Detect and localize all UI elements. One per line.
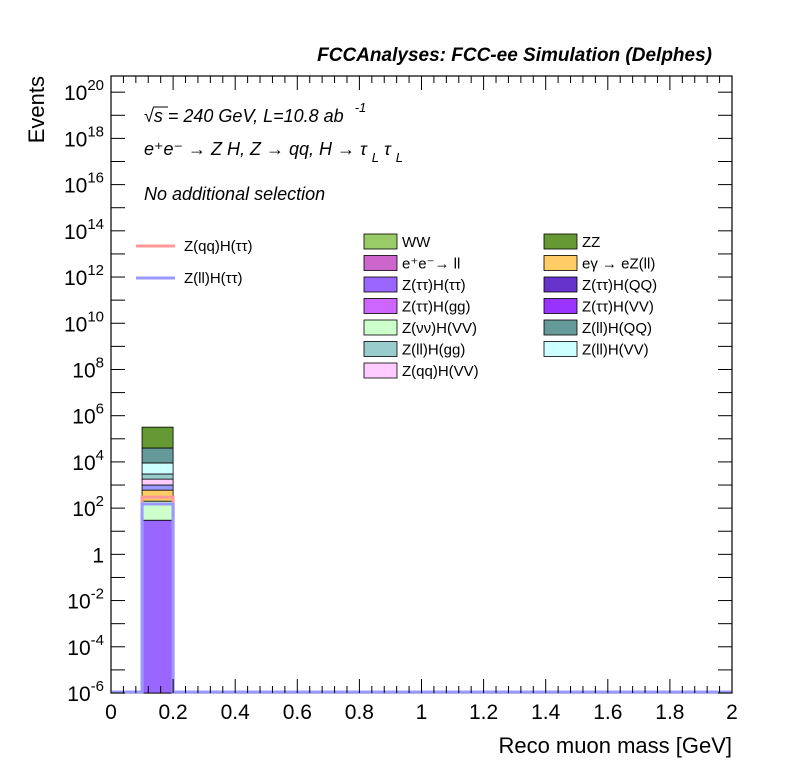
legend-swatch-7 bbox=[543, 298, 578, 314]
legend-label-10: Z(ll)H(gg) bbox=[402, 342, 465, 359]
y-tick-label-1: 10-4 bbox=[67, 632, 104, 660]
y-tick-label-9: 1012 bbox=[64, 262, 104, 290]
x-tick-label-2: 0.4 bbox=[221, 701, 251, 724]
x-axis-label: Reco muon mass [GeV] bbox=[498, 733, 732, 758]
y-tick-label-7: 108 bbox=[72, 354, 104, 382]
bar-0 bbox=[141, 519, 174, 694]
bar-6 bbox=[141, 462, 174, 475]
legend-label-1: ZZ bbox=[582, 234, 600, 251]
x-tick-label-3: 0.6 bbox=[283, 701, 312, 724]
plot-frame bbox=[110, 75, 733, 694]
legend-signal-label-1: Z(ll)H(ττ) bbox=[184, 270, 243, 287]
legend-swatch-6 bbox=[363, 298, 398, 314]
annotation-selection: No additional selection bbox=[144, 184, 325, 204]
y-tick-label-8: 1010 bbox=[64, 308, 104, 336]
legend-label-6: Z(ττ)H(gg) bbox=[402, 299, 471, 316]
legend-swatch-9 bbox=[543, 319, 578, 336]
tau-subscript-1: L bbox=[372, 150, 379, 165]
legend-label-4: Z(ττ)H(ττ) bbox=[402, 277, 466, 294]
axis-ticks bbox=[110, 76, 733, 694]
bar-7 bbox=[141, 447, 174, 464]
legend-signals: Z(qq)H(ττ) Z(ll)H(ττ) bbox=[136, 238, 253, 287]
y-tick-label-0: 10-6 bbox=[67, 678, 104, 706]
legend-swatch-0 bbox=[363, 233, 398, 250]
legend-label-5: Z(ττ)H(QQ) bbox=[582, 277, 657, 294]
bar-4 bbox=[141, 478, 174, 486]
bar-3 bbox=[141, 484, 174, 491]
legend-label-0: WW bbox=[402, 234, 431, 251]
bar-5 bbox=[141, 473, 174, 480]
legend-signal-label-0: Z(qq)H(ττ) bbox=[184, 238, 253, 255]
y-tick-label-12: 1018 bbox=[64, 123, 104, 151]
legend-label-12: Z(qq)H(VV) bbox=[402, 363, 479, 380]
annotation-energy-lumi: √s = 240 GeV, L=10.8 ab -1 bbox=[144, 100, 366, 126]
lumi-exponent: -1 bbox=[355, 100, 367, 115]
tau-subscript-2: L bbox=[396, 150, 403, 165]
x-tick-label-10: 2 bbox=[726, 701, 738, 724]
y-axis-label: Events bbox=[24, 76, 49, 143]
x-tick-label-6: 1.2 bbox=[469, 701, 498, 724]
y-tick-label-10: 1014 bbox=[64, 216, 104, 244]
signal-line-0 bbox=[111, 495, 732, 694]
y-tick-label-5: 104 bbox=[72, 447, 104, 475]
legend-swatch-3 bbox=[543, 255, 578, 271]
x-tick-label-9: 1.8 bbox=[655, 701, 684, 724]
legend-swatch-11 bbox=[543, 341, 578, 357]
x-tick-label-8: 1.6 bbox=[593, 701, 622, 724]
legend-swatch-8 bbox=[363, 319, 398, 336]
legend-swatch-12 bbox=[363, 362, 398, 379]
legend-swatch-5 bbox=[543, 276, 578, 293]
histogram-stack bbox=[141, 426, 174, 694]
legend-swatch-4 bbox=[363, 276, 398, 293]
y-tick-label-11: 1016 bbox=[64, 170, 104, 198]
x-tick-label-5: 1 bbox=[416, 701, 428, 724]
y-tick-label-2: 10-2 bbox=[67, 586, 104, 614]
legend-label-8: Z(νν)H(VV) bbox=[402, 320, 477, 337]
y-tick-label-6: 106 bbox=[72, 401, 104, 429]
signal-line-1 bbox=[111, 502, 732, 694]
legend-swatch-10 bbox=[363, 341, 398, 357]
legend-label-9: Z(ll)H(QQ) bbox=[582, 320, 652, 337]
sqrt-s-text: √s = 240 GeV, L=10.8 ab bbox=[144, 106, 344, 126]
x-tick-label-4: 0.8 bbox=[345, 701, 374, 724]
bar-8 bbox=[141, 426, 174, 449]
annotation-process: e⁺e⁻ → Z H, Z → qq, H → τ L τ L bbox=[144, 139, 403, 166]
legend-label-2: e⁺e⁻→ ll bbox=[402, 256, 460, 273]
legend-label-11: Z(ll)H(VV) bbox=[582, 342, 649, 359]
tau-2: τ bbox=[384, 139, 392, 159]
legend-swatch-2 bbox=[363, 255, 398, 271]
legend-swatch-1 bbox=[543, 233, 578, 250]
process-text: e⁺e⁻ → Z H, Z → qq, H → τ bbox=[144, 139, 368, 159]
legend-label-7: Z(ττ)H(VV) bbox=[582, 299, 654, 316]
x-tick-label-1: 0.2 bbox=[158, 701, 187, 724]
x-tick-label-7: 1.4 bbox=[531, 701, 561, 724]
y-tick-label-4: 102 bbox=[72, 493, 104, 521]
x-tick-label-0: 0 bbox=[105, 701, 117, 724]
legend-label-3: eγ → eZ(ll) bbox=[582, 256, 655, 273]
chart-title: FCCAnalyses: FCC-ee Simulation (Delphes) bbox=[317, 45, 712, 66]
legend-backgrounds: WW ZZ e⁺e⁻→ ll eγ → eZ(ll) Z(ττ)H(ττ) Z(ττ)H(… bbox=[363, 233, 657, 380]
y-tick-label-13: 1020 bbox=[64, 77, 104, 105]
y-tick-labels: 10-6 10-4 10-2 1 102 104 106 108 1010 1012 1014 101… bbox=[64, 77, 104, 706]
x-tick-labels: 0 0.2 0.4 0.6 0.8 1 1.2 1.4 1.6 1.8 2 bbox=[105, 701, 738, 724]
y-tick-label-3: 1 bbox=[92, 544, 104, 567]
signal-lines bbox=[111, 495, 732, 694]
